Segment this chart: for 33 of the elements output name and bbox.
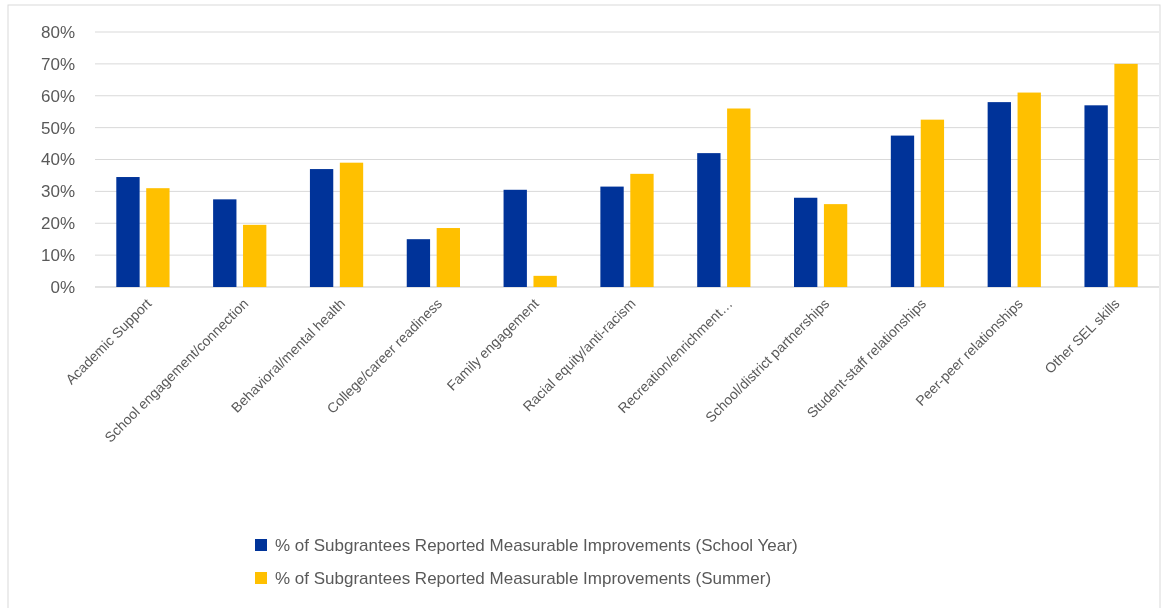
y-tick-label: 40% xyxy=(40,150,75,170)
bar xyxy=(213,199,237,287)
bar xyxy=(116,177,140,287)
y-tick-label: 20% xyxy=(40,214,75,234)
y-tick-label: 60% xyxy=(40,86,75,106)
bar xyxy=(503,189,527,287)
bar xyxy=(243,224,267,287)
bar xyxy=(1084,105,1108,287)
bar xyxy=(436,228,460,287)
y-tick-label: 50% xyxy=(40,118,75,138)
bar xyxy=(794,197,818,287)
y-tick-label: 80% xyxy=(40,22,75,42)
bar xyxy=(697,153,721,287)
y-tick-label: 30% xyxy=(40,182,75,202)
bar xyxy=(727,108,751,287)
bar xyxy=(406,239,431,287)
bar xyxy=(1017,92,1041,287)
bar xyxy=(630,173,654,287)
bar xyxy=(1114,63,1138,287)
bar xyxy=(823,204,848,287)
bar xyxy=(600,186,624,287)
legend-label: % of Subgrantees Reported Measurable Improvements (Summer) xyxy=(275,568,772,588)
bar xyxy=(920,119,945,287)
bar xyxy=(309,169,334,287)
bar xyxy=(987,102,1011,287)
y-tick-label: 0% xyxy=(50,277,75,297)
bar xyxy=(533,275,557,287)
bar xyxy=(890,135,915,287)
bar xyxy=(146,188,170,287)
legend-label: % of Subgrantees Reported Measurable Improvements (School Year) xyxy=(275,535,798,555)
y-tick-label: 10% xyxy=(40,246,75,266)
y-tick-label: 70% xyxy=(40,54,75,74)
bar xyxy=(339,162,364,287)
